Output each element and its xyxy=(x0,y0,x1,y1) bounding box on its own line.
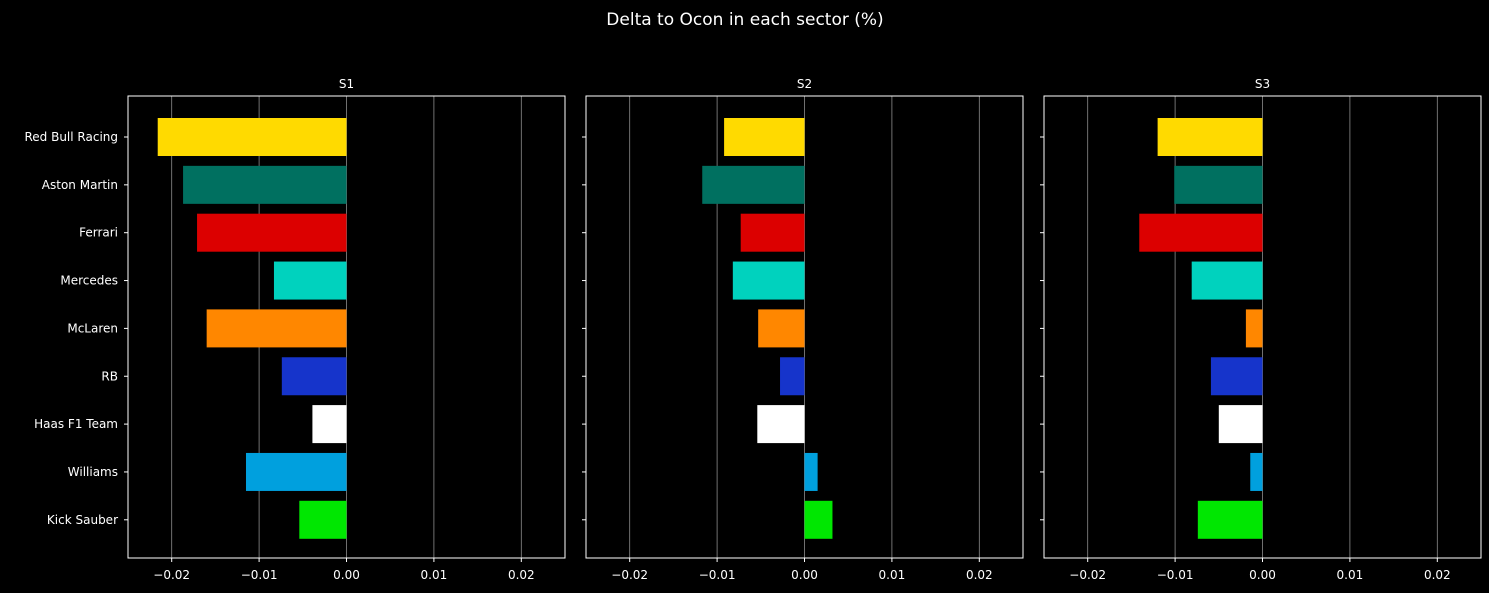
bar-haas-f1-team xyxy=(757,405,805,444)
bar-ferrari xyxy=(197,213,347,252)
bar-rb xyxy=(780,357,805,396)
bar-rb xyxy=(1210,357,1263,396)
bar-rb xyxy=(281,357,347,396)
bar-williams xyxy=(804,452,818,491)
bar-ferrari xyxy=(1139,213,1263,252)
bar-ferrari xyxy=(740,213,805,252)
x-tick-label: −0.02 xyxy=(611,568,648,582)
x-tick-label: −0.02 xyxy=(1069,568,1106,582)
bar-mclaren xyxy=(1245,309,1263,348)
bar-aston-martin xyxy=(183,165,347,204)
y-tick-label: Haas F1 Team xyxy=(34,417,118,431)
x-tick-label: 0.00 xyxy=(791,568,818,582)
panel-title: S1 xyxy=(339,77,354,91)
x-tick-label: 0.02 xyxy=(508,568,535,582)
y-tick-label: Williams xyxy=(68,465,118,479)
bar-aston-martin xyxy=(1174,165,1263,204)
x-tick-label: 0.00 xyxy=(333,568,360,582)
bar-haas-f1-team xyxy=(312,405,347,444)
panel-s3: S3 −0.02 −0.01 0.00 0.01 0.02 xyxy=(1040,77,1482,582)
bar-mercedes xyxy=(1191,261,1263,300)
panels: S1 −0.02 −0.01 0.00 0.01 0.02 Red Bull Racing A… xyxy=(24,77,1482,582)
panel-title: S2 xyxy=(797,77,812,91)
x-tick-label: 0.02 xyxy=(1424,568,1451,582)
y-tick-label: Mercedes xyxy=(60,274,118,288)
y-tick-label: Red Bull Racing xyxy=(24,130,118,144)
bar-mercedes xyxy=(273,261,347,300)
y-tick-label: Kick Sauber xyxy=(47,513,118,527)
x-tick-label: −0.01 xyxy=(1157,568,1194,582)
bar-kick-sauber xyxy=(299,500,347,539)
x-tick-label: −0.01 xyxy=(699,568,736,582)
x-tick-label: −0.02 xyxy=(153,568,190,582)
panel-s2: S2 −0.02 −0.01 0.00 0.01 0.02 xyxy=(582,77,1024,582)
figure-title: Delta to Ocon in each sector (%) xyxy=(606,10,883,30)
bar-kick-sauber xyxy=(804,500,833,539)
y-tick-label: Ferrari xyxy=(79,226,118,240)
panel-title: S3 xyxy=(1255,77,1270,91)
bar-kick-sauber xyxy=(1197,500,1263,539)
bar-red-bull-racing xyxy=(157,118,347,156)
bar-haas-f1-team xyxy=(1218,405,1263,444)
bar-aston-martin xyxy=(702,165,805,204)
x-tick-label: −0.01 xyxy=(241,568,278,582)
bar-red-bull-racing xyxy=(724,118,805,156)
x-tick-label: 0.01 xyxy=(879,568,906,582)
x-tick-label: 0.02 xyxy=(966,568,993,582)
panel-s1: S1 −0.02 −0.01 0.00 0.01 0.02 Red Bull Racing A… xyxy=(24,77,566,582)
bar-williams xyxy=(245,452,347,491)
bar-red-bull-racing xyxy=(1157,118,1263,156)
y-tick-label: McLaren xyxy=(67,321,118,335)
y-tick-label: RB xyxy=(101,369,118,383)
bar-mercedes xyxy=(732,261,805,300)
bar-mclaren xyxy=(758,309,805,348)
bar-williams xyxy=(1250,452,1263,491)
x-tick-label: 0.01 xyxy=(421,568,448,582)
y-tick-label: Aston Martin xyxy=(42,178,118,192)
x-tick-label: 0.00 xyxy=(1249,568,1276,582)
bar-mclaren xyxy=(206,309,347,348)
x-tick-label: 0.01 xyxy=(1337,568,1364,582)
